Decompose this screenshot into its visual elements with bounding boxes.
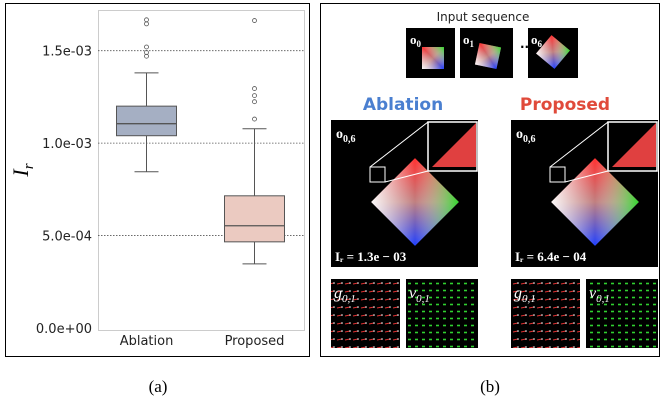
label-main: o: [531, 32, 538, 47]
image-label: o0,6: [516, 127, 536, 145]
label-main: g: [514, 285, 522, 302]
box-plot: 0.0e+00 5.0e-04 1.0e-03 1.5e-03 Ablation Prop…: [36, 17, 304, 349]
zoom-lines: [369, 121, 429, 183]
v-image: [406, 279, 478, 348]
panel-a-frame: [5, 3, 310, 357]
plot-frame: [98, 10, 305, 331]
label-sub: 0: [417, 39, 422, 49]
label-sub: 0,1: [522, 293, 536, 305]
label-main: o: [463, 32, 470, 47]
zoom-content: [432, 123, 476, 167]
thumb-label: o1: [463, 32, 475, 49]
flier: [144, 50, 149, 55]
image-label: o0,6: [336, 127, 356, 145]
zoom-lines: [549, 121, 609, 183]
v-image: [586, 279, 658, 348]
x-tick-label: Ablation: [120, 334, 174, 349]
label-main: o: [336, 127, 343, 142]
label-sub: 6: [538, 39, 543, 49]
label-sub: 0,1: [416, 293, 430, 305]
g-label: g0,1: [334, 285, 356, 305]
flier: [252, 99, 257, 105]
label-sub: 0,1: [342, 293, 356, 305]
ellipsis: ...: [520, 37, 534, 51]
square-image: [422, 47, 444, 69]
y-tick-label: 1.5e-03: [42, 45, 92, 60]
y-tick-label: 5.0e-04: [42, 230, 92, 245]
zoom-box: [369, 166, 386, 183]
g-label: g0,1: [514, 285, 536, 305]
flier: [252, 116, 257, 122]
flier: [144, 17, 149, 23]
caption: (a): [149, 377, 168, 396]
caption: (b): [480, 377, 500, 396]
x-tick-label: Proposed: [225, 334, 285, 349]
label-sub: 0,1: [596, 293, 610, 305]
v-label: v0,1: [409, 285, 430, 305]
y-tick-label: 0.0e+00: [36, 322, 92, 337]
label-sub: 0,6: [523, 134, 536, 145]
v-label: v0,1: [589, 285, 610, 305]
method-title: Proposed: [520, 95, 610, 115]
label-main: v: [409, 285, 417, 302]
thumb-label: o0: [410, 32, 422, 49]
y-tick-label: 1.0e-03: [42, 137, 92, 152]
metric: Iᵣ = 6.4e − 04: [515, 249, 587, 264]
label-main: g: [334, 285, 342, 302]
g-image: [511, 279, 580, 348]
square-image: [474, 42, 502, 70]
flier: [252, 18, 257, 23]
g-image: [331, 279, 400, 348]
panel-b-frame: [320, 3, 660, 357]
label-main: v: [589, 285, 597, 302]
y-label-sub: r: [21, 163, 37, 169]
input-thumbnails: o0 o1 o6 ...: [406, 28, 578, 78]
label-sub: 1: [470, 39, 475, 49]
flier: [144, 44, 149, 50]
y-axis-label: Ir: [8, 163, 37, 177]
y-label-main: I: [8, 168, 33, 178]
flier: [252, 86, 257, 91]
box: [116, 105, 177, 137]
flier: [144, 21, 149, 27]
proposed-result: o0,6 Iᵣ = 6.4e − 04 g0,1 v0,1: [511, 120, 658, 348]
zoom-content: [612, 123, 656, 167]
label-sub: 0,6: [343, 134, 356, 145]
method-title: Ablation: [363, 95, 443, 115]
box: [224, 195, 285, 243]
zoom-box: [549, 166, 566, 183]
label-main: o: [410, 32, 417, 47]
thumb-label: o6: [531, 32, 543, 49]
flier: [252, 93, 257, 99]
ablation-result: o0,6 Iᵣ = 1.3e − 03 g0,1 v0,1: [331, 120, 478, 348]
label-main: o: [516, 127, 523, 142]
input-title: Input sequence: [437, 10, 530, 24]
metric: Iᵣ = 1.3e − 03: [335, 249, 407, 264]
